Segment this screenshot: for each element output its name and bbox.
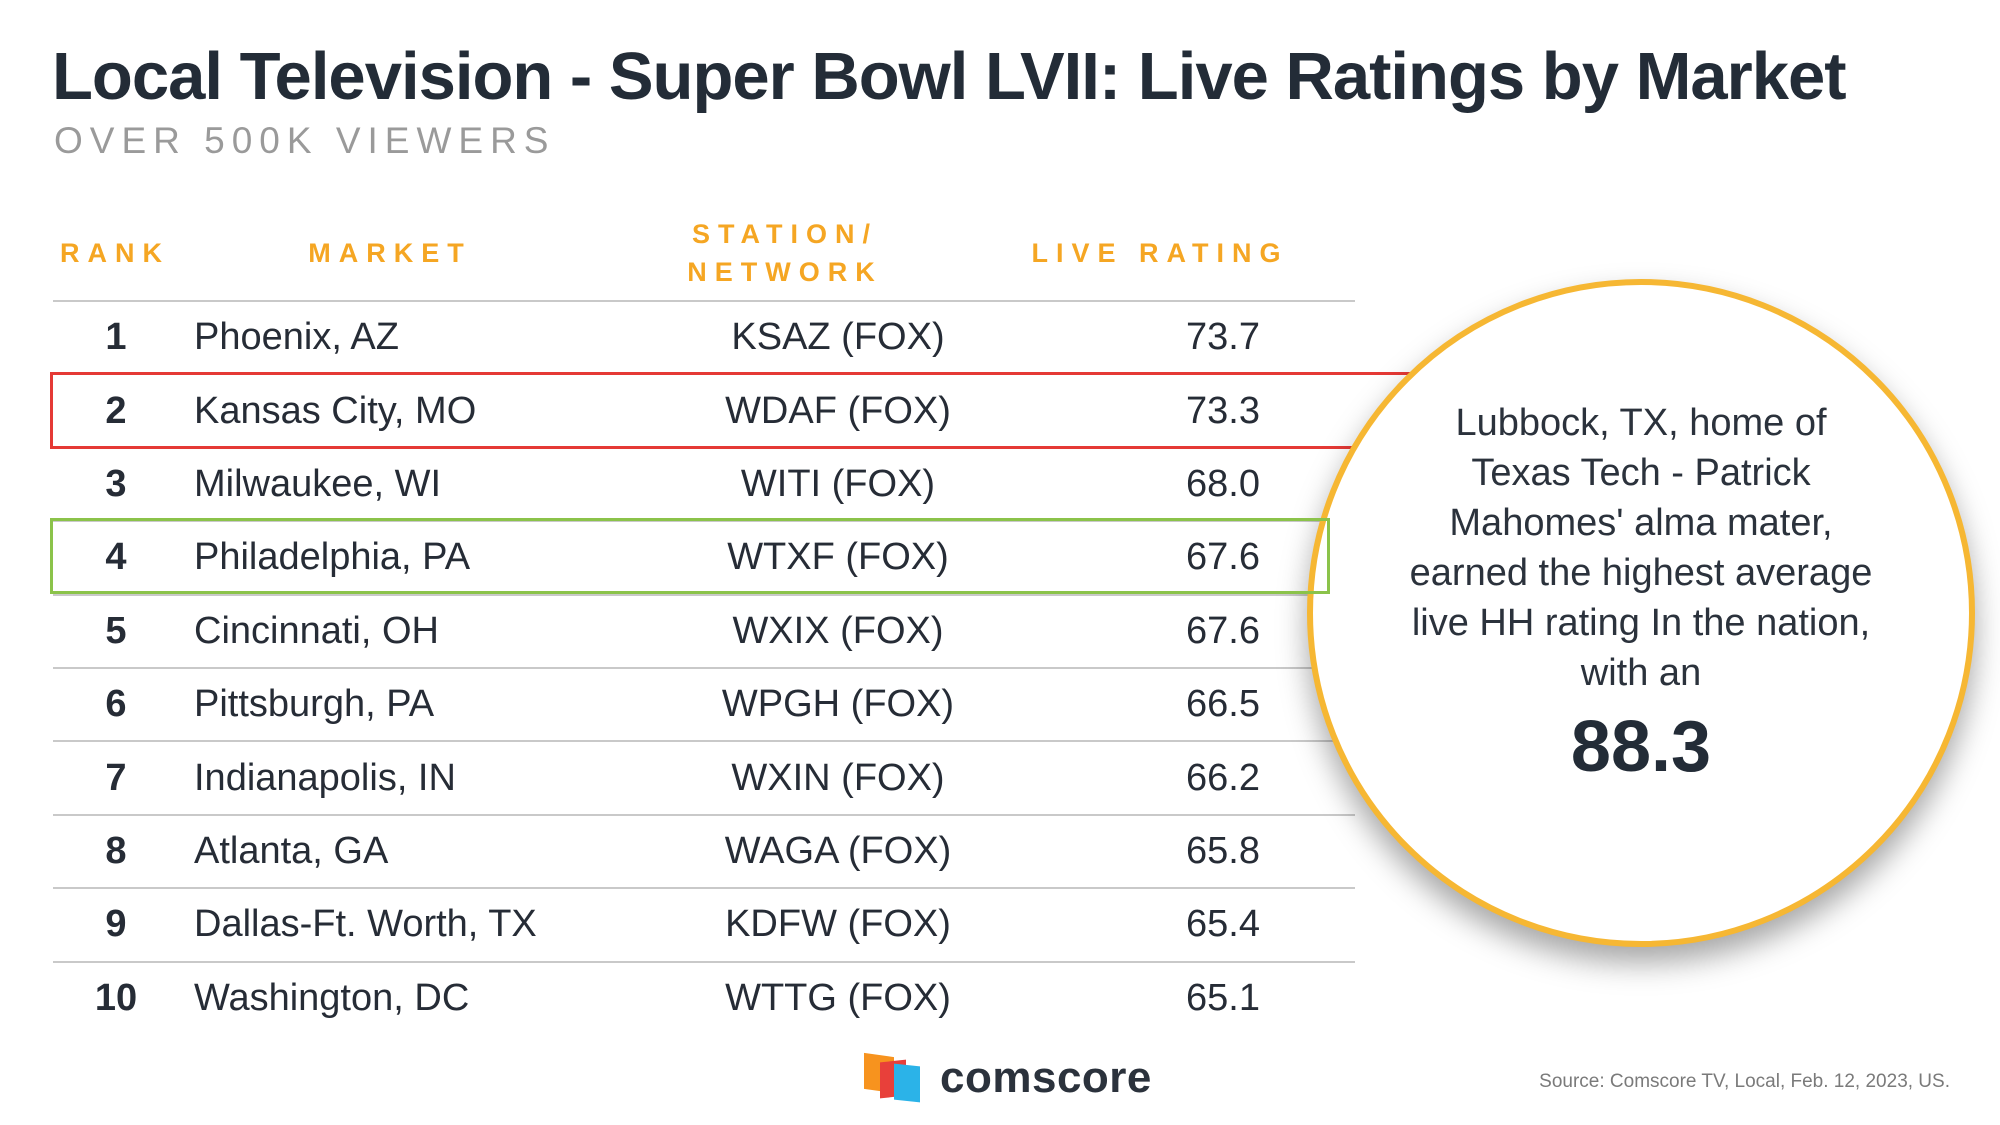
rating-cell: 65.1	[1186, 976, 1260, 1019]
chart-title: Local Television - Super Bowl LVII: Live…	[52, 39, 1847, 114]
rank-cell: 2	[105, 389, 127, 432]
station-cell: WTXF (FOX)	[727, 536, 949, 579]
table-row: 4 Philadelphia, PA WTXF (FOX) 67.6	[53, 520, 1355, 593]
market-cell: Atlanta, GA	[194, 829, 389, 872]
table-row: 1 Phoenix, AZ KSAZ (FOX) 73.7	[53, 300, 1355, 373]
rating-cell: 65.8	[1186, 829, 1260, 872]
callout-value: 88.3	[1570, 707, 1712, 787]
rank-cell: 8	[105, 829, 127, 872]
rating-cell: 66.2	[1186, 756, 1260, 799]
station-cell: WTTG (FOX)	[725, 976, 951, 1019]
comscore-logo-text: comscore	[940, 1053, 1152, 1102]
rank-cell: 7	[105, 756, 127, 799]
rank-cell: 4	[105, 536, 127, 579]
rating-cell: 65.4	[1186, 903, 1260, 946]
table-row: 5 Cincinnati, OH WXIX (FOX) 67.6	[53, 593, 1355, 667]
market-cell: Milwaukee, WI	[194, 462, 442, 505]
market-cell: Indianapolis, IN	[194, 756, 456, 799]
station-cell: KSAZ (FOX)	[731, 316, 945, 359]
rank-cell: 9	[105, 903, 127, 946]
ratings-table: 1 Phoenix, AZ KSAZ (FOX) 73.7 2 Kansas City, …	[53, 300, 1355, 1034]
table-row: 3 Milwaukee, WI WITI (FOX) 68.0	[53, 446, 1355, 520]
table-row: 2 Kansas City, MO WDAF (FOX) 73.3	[53, 373, 1355, 446]
column-header-station: STATION/ NETWORK	[687, 219, 883, 287]
column-header-rank: RANK	[60, 238, 170, 268]
callout-text: Lubbock, TX, home of Texas Tech - Patric…	[1409, 402, 1873, 694]
station-cell: WXIN (FOX)	[731, 756, 945, 799]
rank-cell: 1	[105, 316, 127, 359]
comscore-logo-icon	[864, 1052, 922, 1103]
table-row: 9 Dallas-Ft. Worth, TX KDFW (FOX) 65.4	[53, 887, 1355, 960]
column-header-market: MARKET	[308, 238, 472, 268]
table-row: 8 Atlanta, GA WAGA (FOX) 65.8	[53, 813, 1355, 887]
station-cell: WDAF (FOX)	[725, 389, 951, 432]
column-header-live-rating: LIVE RATING	[1031, 238, 1289, 268]
market-cell: Dallas-Ft. Worth, TX	[194, 903, 537, 946]
rating-cell: 67.6	[1186, 536, 1260, 579]
market-cell: Kansas City, MO	[194, 389, 477, 432]
rating-cell: 73.7	[1186, 316, 1260, 359]
station-cell: KDFW (FOX)	[725, 903, 951, 946]
comscore-logo: comscore	[864, 1052, 1152, 1103]
rating-cell: 66.5	[1186, 683, 1260, 726]
station-cell: WAGA (FOX)	[724, 829, 952, 872]
market-cell: Pittsburgh, PA	[194, 683, 435, 726]
table-row: 10 Washington, DC WTTG (FOX) 65.1	[53, 960, 1355, 1034]
rating-cell: 73.3	[1186, 389, 1260, 432]
rank-cell: 6	[105, 683, 127, 726]
station-cell: WXIX (FOX)	[732, 609, 944, 652]
rank-cell: 3	[105, 462, 127, 505]
callout-circle: Lubbock, TX, home of Texas Tech - Patric…	[1307, 279, 1975, 947]
market-cell: Philadelphia, PA	[194, 536, 471, 579]
chart-subtitle: OVER 500K VIEWERS	[54, 120, 556, 161]
station-cell: WITI (FOX)	[740, 462, 936, 505]
rating-cell: 68.0	[1186, 462, 1260, 505]
market-cell: Cincinnati, OH	[194, 609, 439, 652]
rank-cell: 5	[105, 609, 127, 652]
table-row: 6 Pittsburgh, PA WPGH (FOX) 66.5	[53, 666, 1355, 740]
market-cell: Phoenix, AZ	[194, 316, 399, 359]
table-row: 7 Indianapolis, IN WXIN (FOX) 66.2	[53, 740, 1355, 813]
source-note: Source: Comscore TV, Local, Feb. 12, 202…	[1539, 1071, 1950, 1092]
rank-cell: 10	[94, 976, 138, 1019]
market-cell: Washington, DC	[194, 976, 470, 1019]
station-cell: WPGH (FOX)	[721, 683, 955, 726]
rating-cell: 67.6	[1186, 609, 1260, 652]
